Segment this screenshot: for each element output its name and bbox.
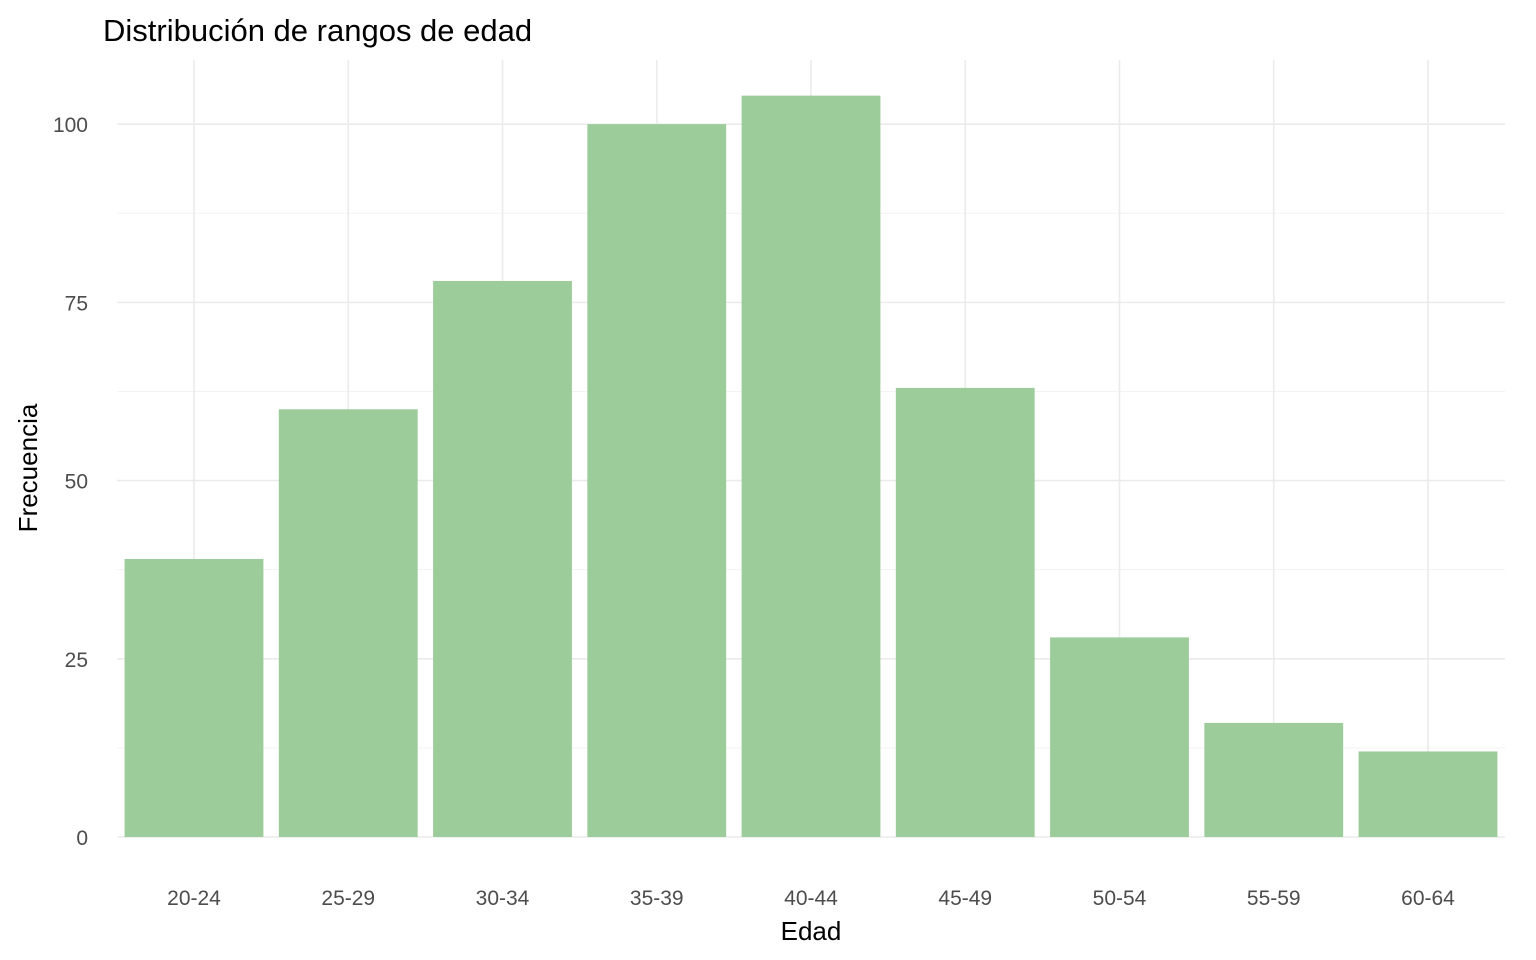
- bar-40-44: [741, 95, 881, 837]
- bar-45-49: [895, 387, 1035, 837]
- bar-50-54: [1050, 637, 1189, 837]
- x-axis-title: Edad: [781, 916, 842, 946]
- x-tick-label: 25-29: [321, 887, 375, 910]
- y-axis-ticks: 0 25 50 75 100: [53, 114, 88, 850]
- chart-title: Distribución de rangos de edad: [103, 13, 532, 48]
- bar-20-24: [124, 558, 264, 837]
- y-tick-label: 100: [53, 114, 88, 137]
- x-tick-label: 45-49: [938, 887, 992, 910]
- x-tick-label: 35-39: [630, 887, 684, 910]
- x-tick-label: 40-44: [784, 887, 838, 910]
- y-tick-label: 25: [65, 649, 88, 672]
- bar-30-34: [433, 280, 572, 837]
- bar-60-64: [1358, 751, 1498, 837]
- x-tick-label: 20-24: [167, 887, 221, 910]
- y-tick-label: 50: [65, 471, 88, 494]
- y-axis-title: Frecuencia: [13, 403, 43, 532]
- y-tick-label: 75: [65, 292, 88, 315]
- x-tick-label: 60-64: [1401, 887, 1455, 910]
- bars: [124, 95, 1498, 838]
- x-tick-label: 55-59: [1247, 887, 1301, 910]
- bar-55-59: [1204, 722, 1344, 837]
- y-tick-label: 0: [76, 827, 88, 850]
- x-tick-label: 30-34: [476, 887, 530, 910]
- x-axis-ticks: 20-24 25-29 30-34 35-39 40-44 45-49 50-54 55-59…: [167, 887, 1455, 910]
- bar-35-39: [587, 124, 727, 838]
- bar-25-29: [278, 409, 418, 837]
- x-tick-label: 50-54: [1093, 887, 1147, 910]
